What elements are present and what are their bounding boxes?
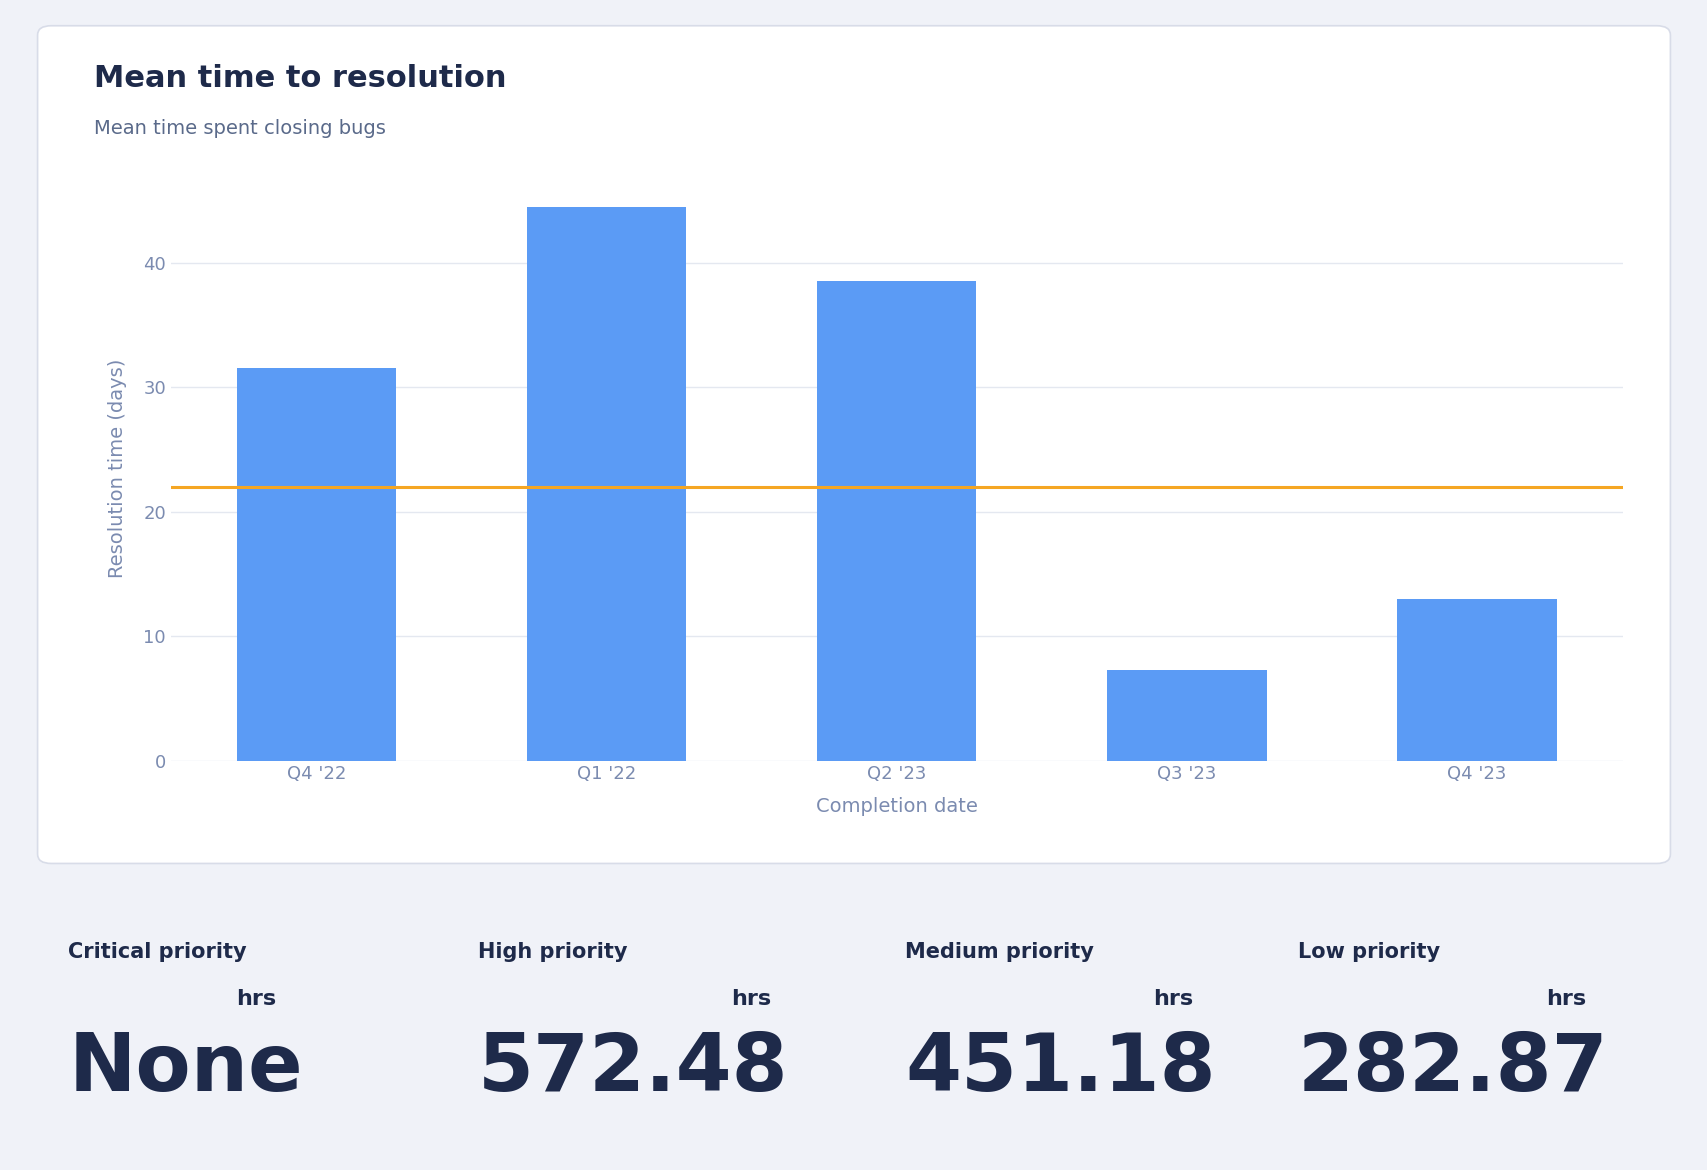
Text: hrs: hrs [1545, 989, 1584, 1009]
Text: High priority: High priority [478, 942, 628, 962]
Bar [526, 207, 686, 760]
X-axis label: Completion date: Completion date [816, 797, 976, 817]
Text: Mean time spent closing bugs: Mean time spent closing bugs [94, 119, 386, 138]
Text: None: None [68, 1030, 302, 1108]
Y-axis label: Resolution time (days): Resolution time (days) [108, 358, 126, 578]
Text: hrs: hrs [1152, 989, 1191, 1009]
Text: Mean time to resolution: Mean time to resolution [94, 64, 507, 94]
Text: Critical priority: Critical priority [68, 942, 248, 962]
Bar [816, 281, 976, 760]
Text: hrs: hrs [236, 989, 275, 1009]
Text: 572.48: 572.48 [478, 1030, 789, 1108]
Text: 451.18: 451.18 [905, 1030, 1215, 1108]
Text: Medium priority: Medium priority [905, 942, 1094, 962]
Text: hrs: hrs [731, 989, 770, 1009]
Bar [1396, 599, 1555, 760]
Bar [237, 369, 396, 760]
Text: Low priority: Low priority [1297, 942, 1439, 962]
Text: 282.87: 282.87 [1297, 1030, 1608, 1108]
Bar [1106, 669, 1267, 760]
